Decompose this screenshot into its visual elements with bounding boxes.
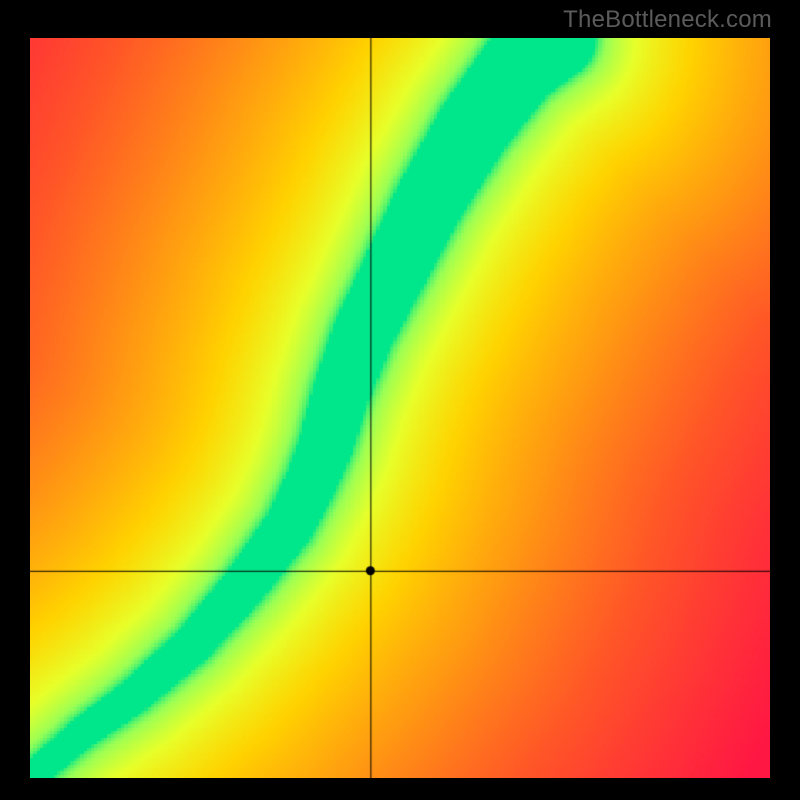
watermark-text: TheBottleneck.com xyxy=(563,6,772,34)
chart-container: { "watermark": { "text": "TheBottleneck.… xyxy=(0,0,800,800)
bottleneck-heatmap xyxy=(30,38,770,778)
